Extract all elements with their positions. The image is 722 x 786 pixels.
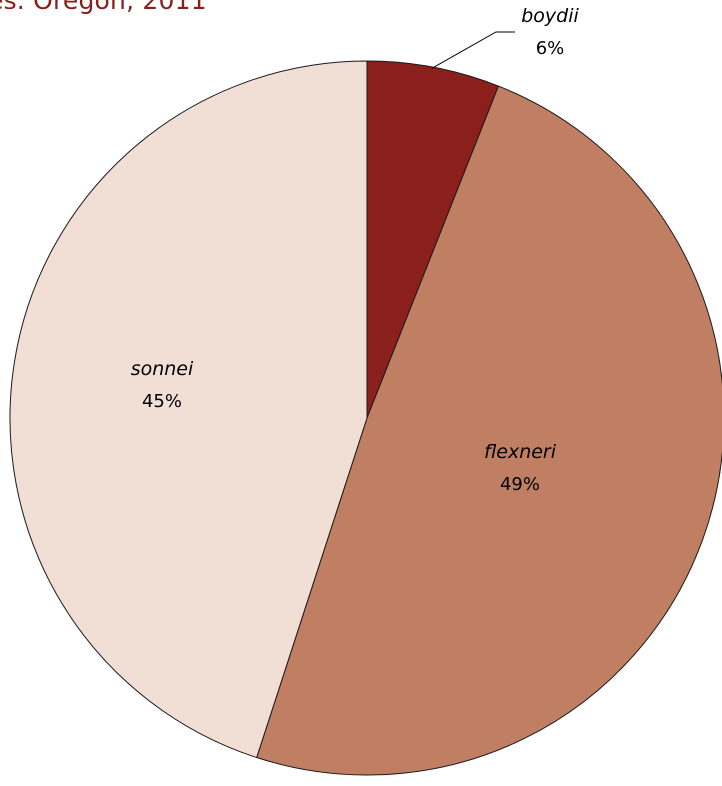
pie-slice-flexneri (256, 85, 722, 776)
slice-value-flexneri: 49% (500, 474, 540, 495)
pie-slices (9, 60, 722, 776)
slice-labels: boydii 6% flexneri 49% sonnei 45% (131, 5, 580, 495)
slice-label-boydii: boydii (521, 5, 579, 27)
slice-value-sonnei: 45% (142, 391, 182, 412)
slice-label-flexneri: flexneri (484, 441, 557, 463)
slice-value-boydii: 6% (536, 38, 565, 59)
leader-lines (431, 31, 515, 69)
pie-slice-sonnei (9, 60, 368, 759)
slice-label-sonnei: sonnei (131, 358, 194, 380)
chart-title: es. Oregon, 2011 (0, 0, 207, 15)
leader-line-boydii (431, 31, 515, 69)
